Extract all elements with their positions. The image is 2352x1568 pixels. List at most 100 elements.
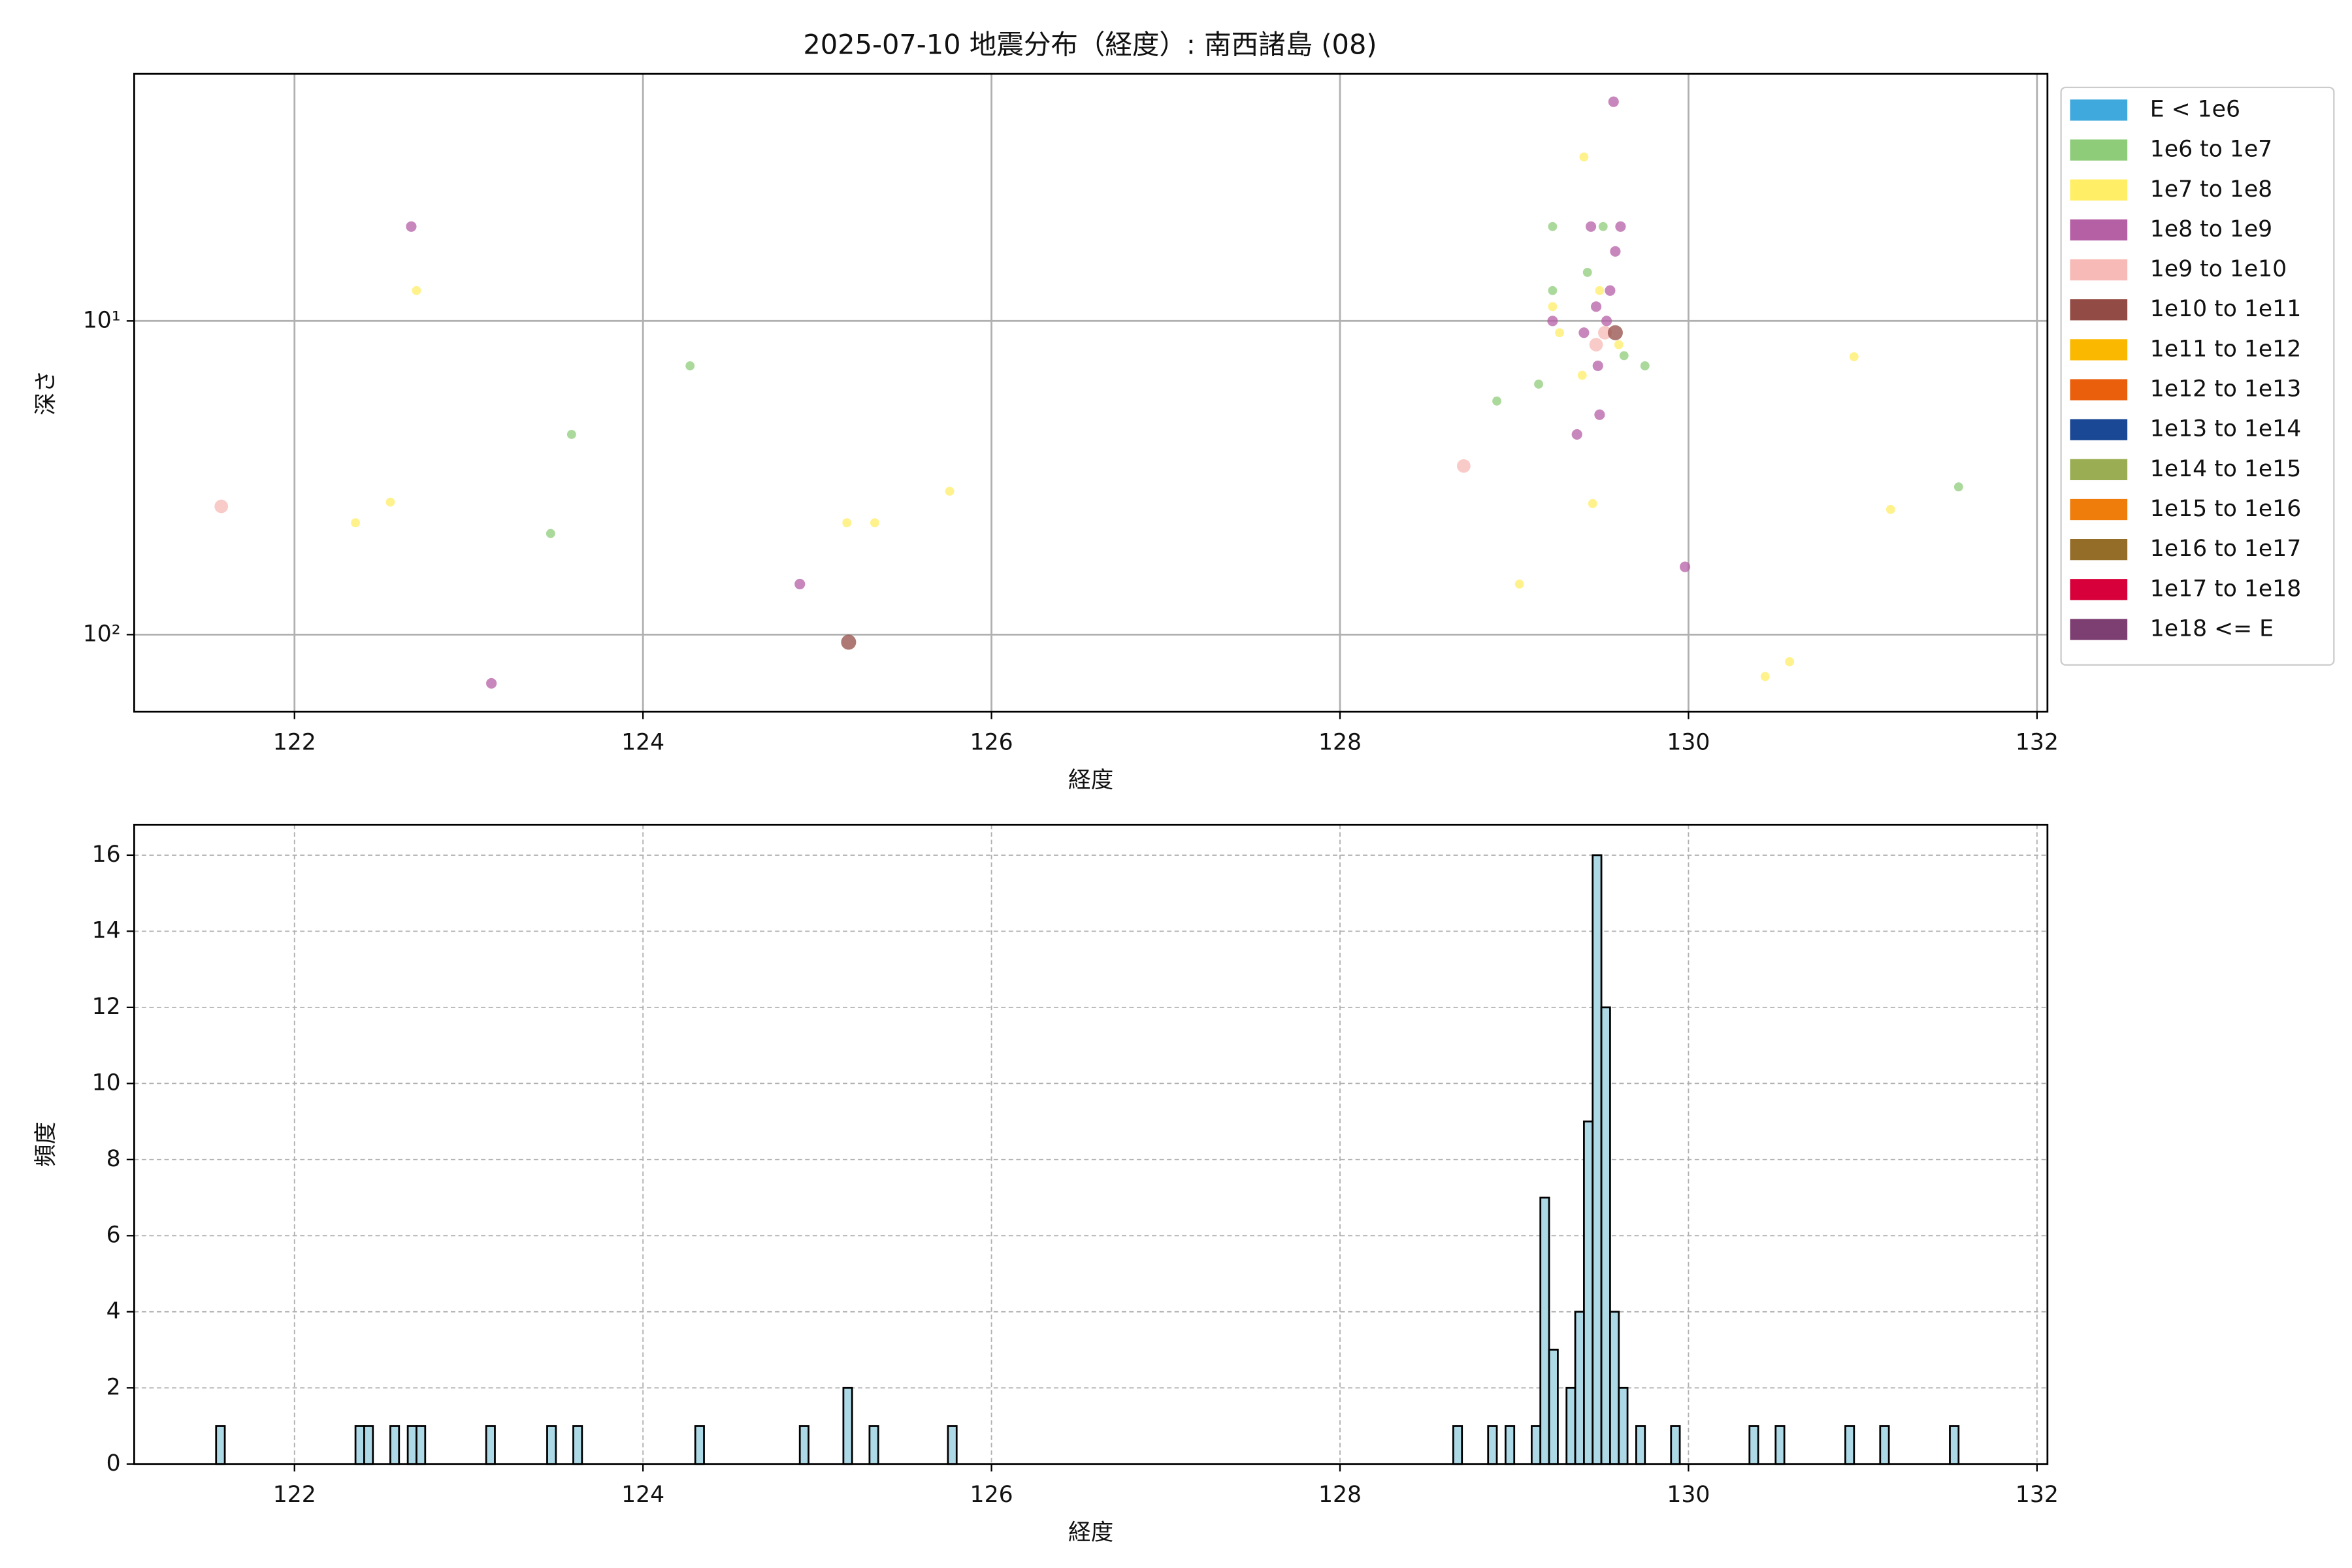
histogram-bar xyxy=(546,1425,557,1465)
histogram-bar xyxy=(215,1425,226,1465)
data-point xyxy=(1592,360,1603,372)
x-axis-label: 経度 xyxy=(1068,767,1113,793)
histogram-bar xyxy=(1618,1386,1629,1465)
data-point xyxy=(1555,328,1564,338)
data-point xyxy=(351,518,361,528)
data-point xyxy=(1548,302,1558,312)
data-point xyxy=(1582,267,1592,277)
histogram-bar xyxy=(1670,1425,1681,1465)
histogram-bar xyxy=(694,1425,705,1465)
y-tick-label: 2 xyxy=(106,1374,121,1400)
data-point xyxy=(1605,285,1616,296)
chart-title: 2025-07-10 地震分布（経度）: 南西諸島 (08) xyxy=(803,29,1377,61)
histogram-bar xyxy=(947,1425,958,1465)
data-point xyxy=(685,361,695,370)
y-axis-label: 深さ xyxy=(33,370,59,416)
legend-swatch xyxy=(2070,139,2128,161)
histogram-bar xyxy=(1748,1425,1759,1465)
legend-swatch xyxy=(2070,99,2128,121)
histogram-bar xyxy=(1487,1425,1498,1465)
y-tick-label: 10² xyxy=(83,621,121,647)
data-point xyxy=(1886,504,1895,514)
data-point xyxy=(1585,221,1597,232)
histogram-bar xyxy=(1548,1348,1559,1465)
histogram-bar xyxy=(1844,1425,1855,1465)
data-point xyxy=(1760,672,1770,681)
data-point xyxy=(1577,370,1587,380)
histogram-bar xyxy=(1774,1425,1786,1465)
data-point xyxy=(1785,657,1795,666)
data-point xyxy=(1598,325,1612,340)
histogram-bar xyxy=(572,1425,583,1465)
legend-label: 1e6 to 1e7 xyxy=(2150,137,2272,163)
legend-swatch xyxy=(2070,459,2128,480)
histogram-bar xyxy=(1574,1311,1585,1465)
y-tick-label: 10 xyxy=(92,1070,121,1096)
x-tick-label: 132 xyxy=(2016,1482,2059,1508)
x-tick-label: 130 xyxy=(1667,730,1710,756)
data-point xyxy=(546,529,555,538)
data-point xyxy=(1579,152,1589,162)
histogram-bar xyxy=(1539,1196,1550,1465)
data-point xyxy=(1594,409,1605,420)
plot-frame xyxy=(133,73,2049,713)
legend-label: 1e10 to 1e11 xyxy=(2150,296,2301,322)
histogram-bar xyxy=(1565,1386,1576,1465)
legend-label: 1e11 to 1e12 xyxy=(2150,336,2301,362)
y-axis-label: 頻度 xyxy=(33,1122,59,1167)
legend-swatch xyxy=(2070,179,2128,201)
histogram-bar xyxy=(485,1425,496,1465)
legend-label: 1e8 to 1e9 xyxy=(2150,216,2272,242)
legend-box xyxy=(2060,86,2335,666)
legend-label: 1e18 <= E xyxy=(2150,615,2274,642)
histogram-bar xyxy=(1609,1311,1620,1465)
histogram-bar xyxy=(842,1386,853,1465)
legend-swatch xyxy=(2070,259,2128,281)
data-point xyxy=(1548,221,1558,231)
histogram-bar xyxy=(406,1425,417,1465)
data-point xyxy=(406,221,417,232)
data-point xyxy=(1615,221,1626,232)
plot-frame xyxy=(133,823,2049,1465)
x-tick-label: 122 xyxy=(273,730,316,756)
data-point xyxy=(1607,325,1623,340)
x-tick-label: 132 xyxy=(2016,730,2059,756)
x-tick-label: 128 xyxy=(1318,730,1362,756)
legend-label: 1e12 to 1e13 xyxy=(2150,376,2301,402)
y-tick-label: 10¹ xyxy=(83,307,121,333)
data-point xyxy=(1680,561,1691,572)
data-point xyxy=(842,518,852,528)
histogram-bar xyxy=(363,1425,374,1465)
legend-swatch xyxy=(2070,299,2128,321)
legend-label: 1e7 to 1e8 xyxy=(2150,176,2272,203)
data-point xyxy=(1589,338,1603,351)
legend-swatch xyxy=(2070,339,2128,361)
y-tick-label: 8 xyxy=(106,1146,121,1172)
data-point xyxy=(1601,316,1612,327)
data-point xyxy=(412,286,421,295)
data-point xyxy=(1590,301,1602,312)
data-point xyxy=(1492,396,1501,406)
legend-label: 1e17 to 1e18 xyxy=(2150,576,2301,602)
legend-swatch xyxy=(2070,219,2128,241)
histogram-bar xyxy=(1635,1425,1646,1465)
data-point xyxy=(1608,96,1619,107)
x-axis-label: 経度 xyxy=(1068,1520,1113,1546)
histogram-bar xyxy=(1504,1425,1516,1465)
data-point xyxy=(1595,286,1605,295)
data-point xyxy=(1640,361,1650,370)
data-point xyxy=(841,634,857,650)
y-tick-label: 4 xyxy=(106,1298,121,1324)
data-point xyxy=(486,678,497,689)
histogram-bar xyxy=(1531,1425,1542,1465)
legend-label: 1e15 to 1e16 xyxy=(2150,496,2301,522)
data-point xyxy=(1514,580,1524,589)
data-point xyxy=(1548,286,1558,295)
legend-swatch xyxy=(2070,379,2128,400)
data-point xyxy=(1598,221,1608,231)
x-tick-label: 122 xyxy=(273,1482,316,1508)
x-tick-label: 126 xyxy=(970,1482,1013,1508)
data-point xyxy=(1578,327,1590,338)
histogram-bar xyxy=(416,1425,427,1465)
